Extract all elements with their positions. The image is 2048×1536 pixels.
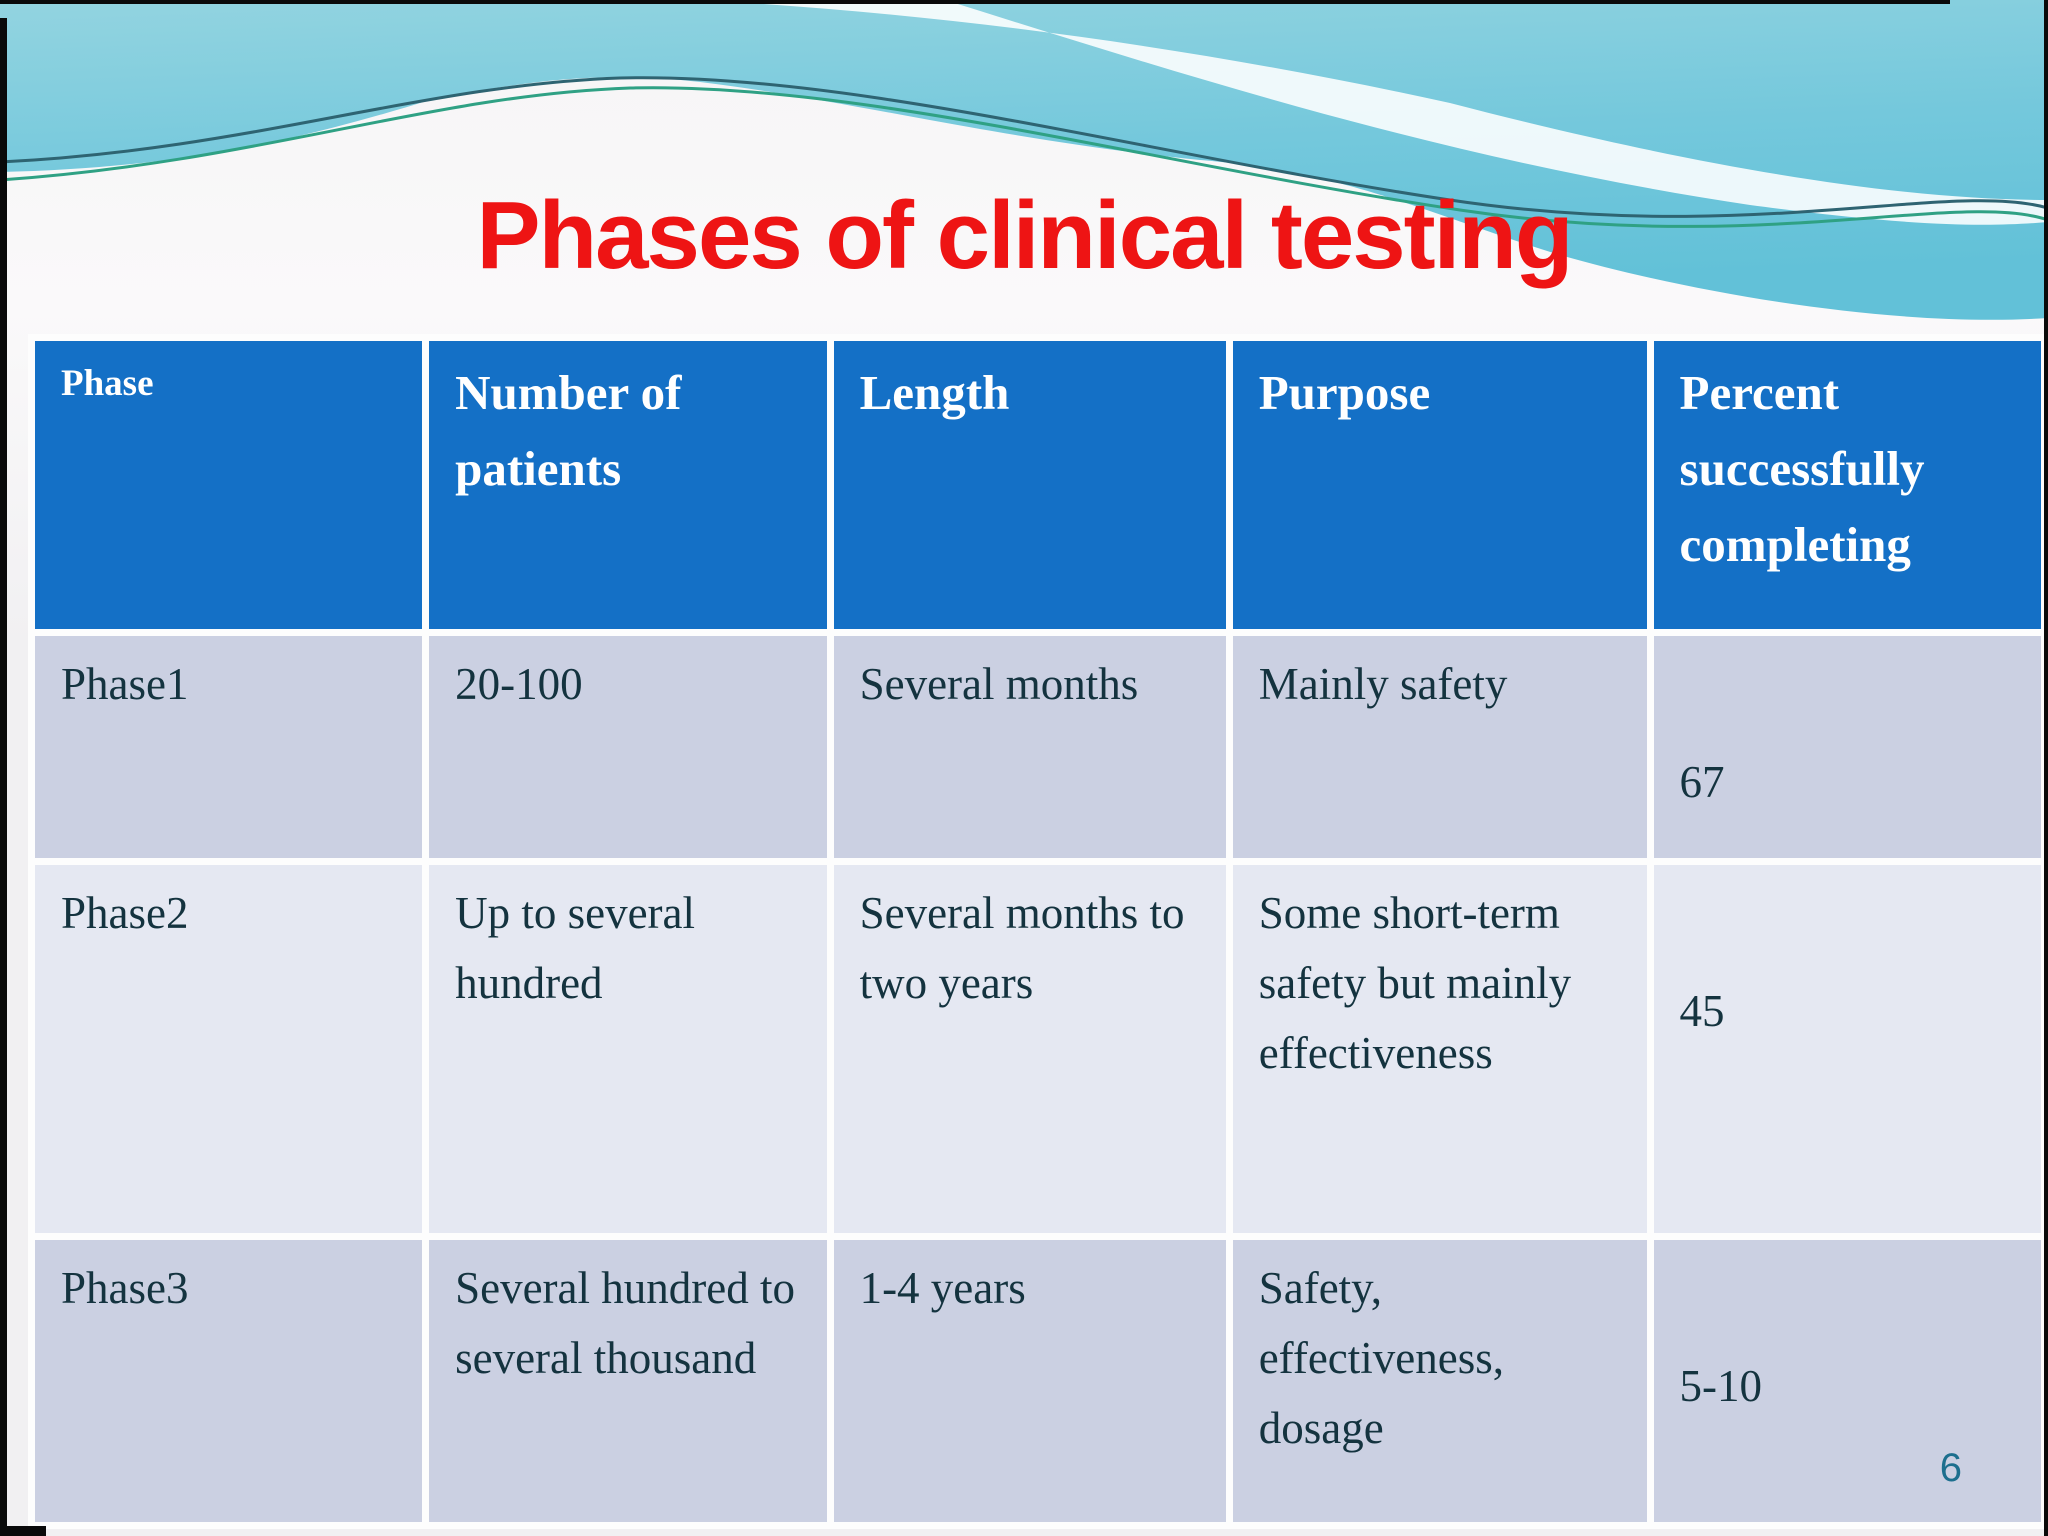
page-number: 6 (1939, 1446, 1962, 1490)
table-cell: Some short-term safety but mainly effect… (1232, 865, 1647, 1233)
table-cell: Several months (833, 636, 1226, 858)
table-cell: 1-4 years (833, 1240, 1226, 1522)
header-wave-decoration (0, 0, 2048, 320)
slide-title: Phases of clinical testing (476, 182, 1573, 289)
table-row-phase3: Phase3 Several hundred to several thousa… (35, 1240, 2041, 1522)
table-cell: Mainly safety (1232, 636, 1647, 858)
column-header-phase: Phase (35, 341, 423, 629)
column-header-percent: Percent successfully completing (1653, 341, 2041, 629)
table-cell: Up to several hundred (429, 865, 827, 1233)
table-cell: Several months to two years (833, 865, 1226, 1233)
table-cell: 20-100 (429, 636, 827, 858)
row-label-phase2: Phase2 (35, 865, 423, 1233)
frame-edge-bottom-left (0, 1526, 46, 1536)
frame-edge-left (0, 18, 7, 1536)
table-cell: Several hundred to several thousand (429, 1240, 827, 1522)
table-row-phase1: Phase1 20-100 Several months Mainly safe… (35, 636, 2041, 858)
frame-edge-top (0, 0, 1950, 4)
table-header-row: Phase Number of patients Length Purpose … (35, 341, 2041, 629)
column-header-purpose: Purpose (1232, 341, 1647, 629)
table-cell: 45 (1653, 865, 2041, 1233)
table-row-phase2: Phase2 Up to several hundred Several mon… (35, 865, 2041, 1233)
table-cell: Safety, effectiveness, dosage (1232, 1240, 1647, 1522)
row-label-phase1: Phase1 (35, 636, 423, 858)
table-cell: 67 (1653, 636, 2041, 858)
table-cell: 5-10 (1653, 1240, 2041, 1522)
column-header-patients: Number of patients (429, 341, 827, 629)
column-header-length: Length (833, 341, 1226, 629)
clinical-testing-table: Phase Number of patients Length Purpose … (28, 334, 2048, 1529)
row-label-phase3: Phase3 (35, 1240, 423, 1522)
frame-edge-right (2044, 0, 2048, 1536)
